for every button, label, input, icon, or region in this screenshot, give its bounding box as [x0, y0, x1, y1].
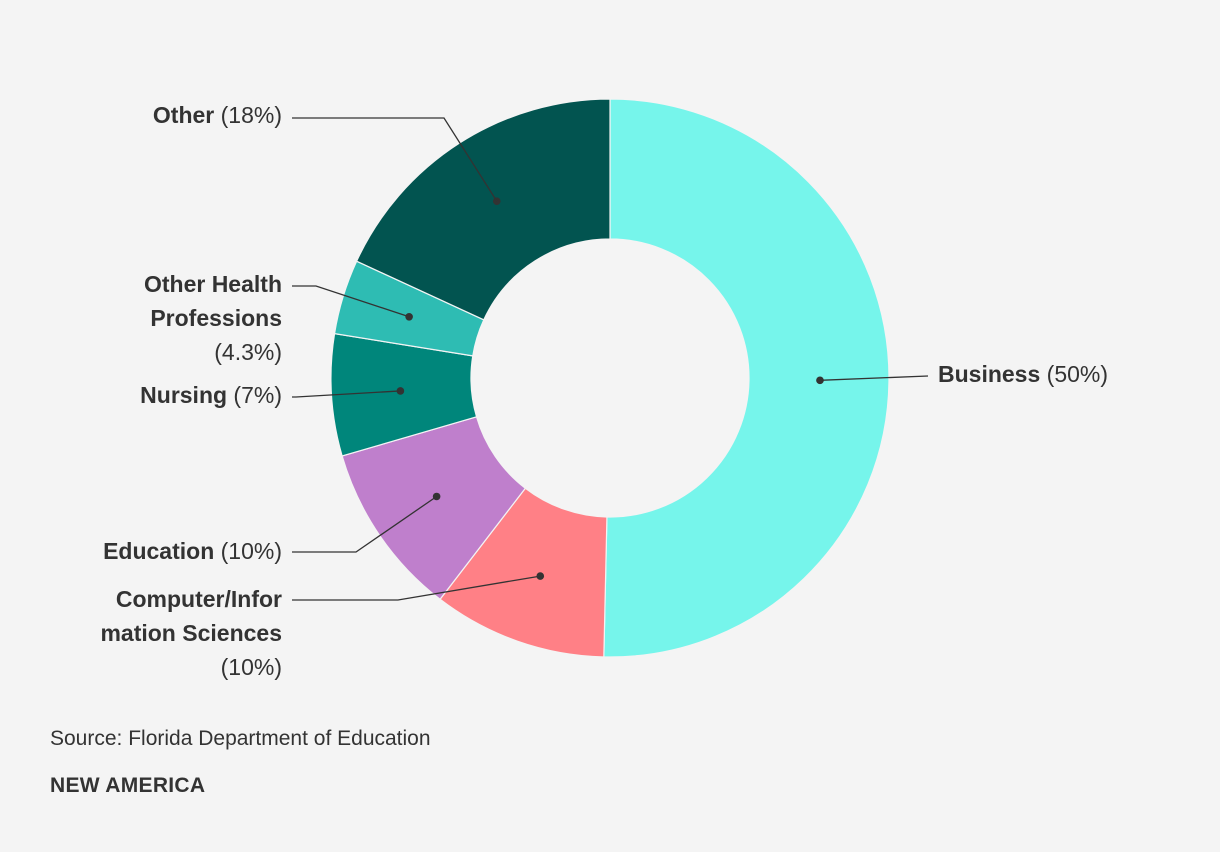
leader-lines — [292, 117, 929, 601]
slice-label: Computer/Infor mation Sciences (10%) — [100, 586, 282, 680]
leader-dot — [396, 387, 405, 395]
leader-dot — [432, 492, 441, 501]
leader-line — [292, 390, 401, 398]
leader-line — [292, 575, 541, 601]
leader-line — [292, 117, 498, 202]
slice-label: Education (10%) — [103, 538, 282, 564]
slice-business — [603, 98, 890, 658]
brand-logo-text: NEW AMERICA — [50, 774, 206, 797]
leader-line — [292, 495, 437, 553]
source-note: Source: Florida Department of Education — [50, 727, 431, 750]
slice-label: Other (18%) — [153, 102, 282, 128]
slice-labels: Business (50%) Computer/Infor mation Scien… — [100, 102, 1108, 680]
leader-dot — [816, 376, 824, 385]
donut-slices — [330, 98, 890, 658]
slice-label: Nursing (7%) — [140, 382, 282, 408]
leader-line — [819, 375, 929, 381]
slice-other — [355, 98, 611, 321]
slice-label: Other Health Professions (4.3%) — [144, 271, 282, 365]
slice-label: Business (50%) — [938, 361, 1108, 387]
leader-line — [292, 285, 410, 318]
